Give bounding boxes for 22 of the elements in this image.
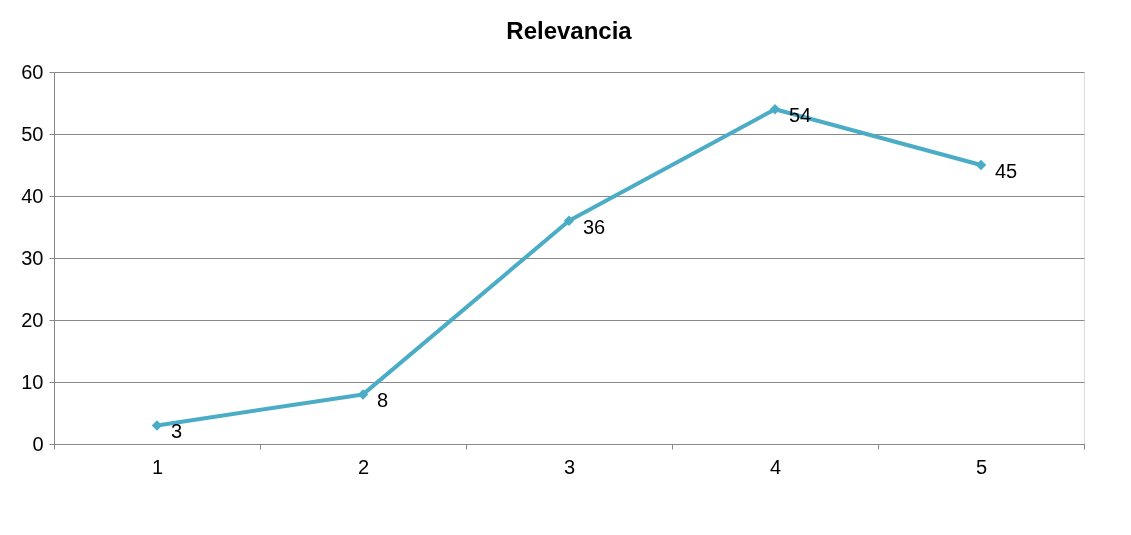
y-tick-label: 50 (21, 122, 44, 145)
x-tick-label: 1 (151, 455, 164, 478)
data-label: 36 (583, 215, 606, 238)
y-tick-label: 40 (21, 184, 44, 207)
y-tick-label: 0 (32, 432, 44, 455)
data-label: 3 (171, 420, 183, 443)
point (769, 103, 781, 115)
point (975, 159, 987, 171)
y-tick-label: 60 (21, 60, 44, 83)
point (151, 420, 163, 431)
data-label: 45 (995, 160, 1018, 182)
y-tick-label: 30 (21, 246, 44, 269)
x-tick-label: 3 (563, 455, 576, 478)
y-tick-label: 20 (21, 308, 44, 331)
point (563, 215, 575, 227)
point (357, 389, 369, 400)
y-tick-label: 10 (21, 370, 44, 393)
chart-title: Relevancia (506, 17, 633, 44)
data-label: 8 (377, 389, 389, 412)
x-tick-label: 2 (357, 455, 370, 478)
x-tick-label: 5 (975, 455, 988, 478)
x-tick-label: 4 (769, 455, 782, 478)
